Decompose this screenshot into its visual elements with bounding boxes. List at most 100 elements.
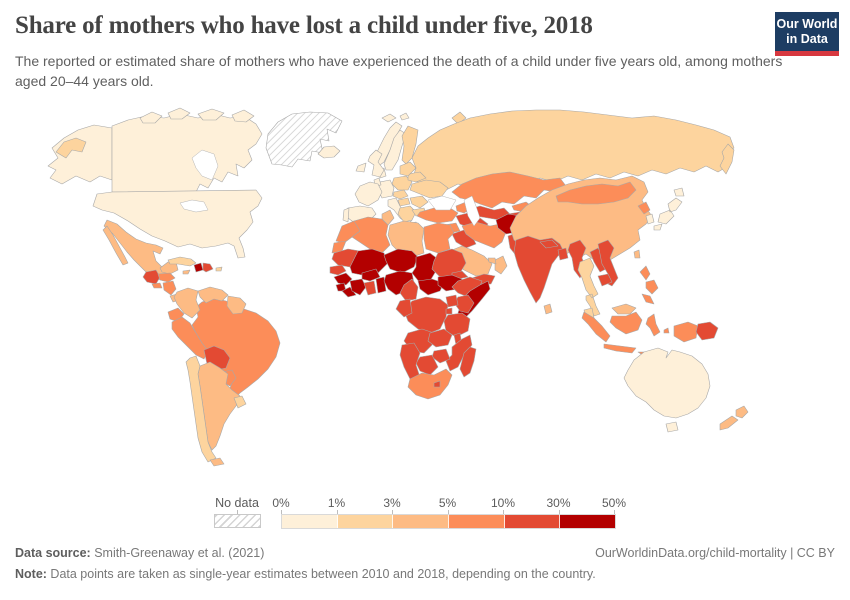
country-indonesia-sumatra[interactable] <box>581 311 611 343</box>
country-madagascar[interactable] <box>459 346 477 378</box>
country-honduras[interactable] <box>157 272 176 283</box>
country-new-zealand-north[interactable] <box>735 405 749 419</box>
legend-segment-5-10[interactable] <box>449 515 505 528</box>
country-bangladesh[interactable] <box>557 247 569 261</box>
country-burkina-faso[interactable] <box>361 268 381 282</box>
country-alaska[interactable] <box>47 124 113 185</box>
country-namibia[interactable] <box>399 342 421 380</box>
country-guinea[interactable] <box>333 272 353 286</box>
country-chile[interactable] <box>185 355 217 463</box>
country-poland[interactable] <box>391 175 413 191</box>
country-kamchatka[interactable] <box>719 143 735 175</box>
country-cameroon[interactable] <box>399 278 419 302</box>
country-uruguay[interactable] <box>233 395 247 409</box>
country-france[interactable] <box>354 181 383 207</box>
country-sri-lanka[interactable] <box>543 303 553 315</box>
country-zambia[interactable] <box>427 328 453 348</box>
legend-segment-1-3[interactable] <box>337 515 394 528</box>
country-venezuela[interactable] <box>197 286 229 304</box>
country-mongolia[interactable] <box>555 181 637 205</box>
country-canada-island-3[interactable] <box>197 108 225 121</box>
country-tunisia[interactable] <box>381 209 395 226</box>
country-romania[interactable] <box>409 195 429 209</box>
country-cote-divoire[interactable] <box>349 278 367 296</box>
country-uk[interactable] <box>367 149 385 178</box>
country-canada-island-2[interactable] <box>167 107 191 120</box>
country-ireland[interactable] <box>355 162 367 173</box>
country-papua-new-guinea[interactable] <box>695 321 719 341</box>
country-canada-island-4[interactable] <box>231 109 255 123</box>
country-oman[interactable] <box>494 255 508 275</box>
legend-segment-3-5[interactable] <box>393 515 450 528</box>
country-hungary-austria[interactable] <box>397 197 411 207</box>
country-south-africa[interactable] <box>407 368 453 400</box>
country-algeria[interactable] <box>351 216 391 254</box>
country-lesotho[interactable] <box>433 380 441 388</box>
country-belarus[interactable] <box>407 171 427 183</box>
country-russia[interactable] <box>411 109 735 191</box>
country-libya[interactable] <box>387 220 425 258</box>
country-chukotka[interactable] <box>55 137 87 159</box>
country-puerto-rico[interactable] <box>215 266 223 272</box>
country-central-african-republic[interactable] <box>417 278 445 296</box>
country-uae-qatar[interactable] <box>487 257 497 265</box>
country-canada[interactable] <box>111 113 263 193</box>
legend-segment-30-50[interactable] <box>560 515 616 528</box>
country-balkans[interactable] <box>397 205 417 223</box>
country-tanzania[interactable] <box>443 312 471 338</box>
country-czech-slovakia[interactable] <box>392 189 409 200</box>
country-senegal[interactable] <box>329 264 347 276</box>
country-tierra-del-fuego[interactable] <box>209 457 225 467</box>
country-rwanda-burundi[interactable] <box>445 307 453 315</box>
country-guyana-suriname[interactable] <box>226 295 247 315</box>
country-congo-gabon[interactable] <box>395 298 413 318</box>
country-thailand[interactable] <box>577 257 601 317</box>
country-japan[interactable] <box>653 187 685 231</box>
country-nepal[interactable] <box>539 239 559 249</box>
country-usa[interactable] <box>92 189 263 259</box>
country-south-korea[interactable] <box>645 213 655 225</box>
country-novaya-zemlya[interactable] <box>451 111 467 125</box>
country-taiwan[interactable] <box>633 249 641 259</box>
country-guatemala[interactable] <box>142 269 161 285</box>
country-australia-tasmania[interactable] <box>665 421 679 433</box>
country-drc[interactable] <box>403 296 449 334</box>
country-mexico-yucatan[interactable] <box>159 261 179 275</box>
country-baltics[interactable] <box>399 161 417 177</box>
country-iceland[interactable] <box>317 145 341 159</box>
country-finland[interactable] <box>401 125 419 165</box>
country-haiti[interactable] <box>193 262 204 273</box>
country-australia[interactable] <box>623 347 711 419</box>
country-egypt[interactable] <box>423 222 455 254</box>
legend-segment-10-30[interactable] <box>504 515 561 528</box>
no-data-swatch[interactable] <box>214 514 261 528</box>
country-uganda[interactable] <box>445 294 459 308</box>
country-indonesia-papua[interactable] <box>673 321 699 343</box>
country-malaysia-borneo[interactable] <box>611 303 637 315</box>
country-portugal[interactable] <box>342 207 350 223</box>
country-indonesia-maluku[interactable] <box>663 327 670 334</box>
country-greenland[interactable] <box>265 111 343 168</box>
country-colombia[interactable] <box>173 287 201 319</box>
country-north-korea[interactable] <box>637 201 651 215</box>
country-ghana[interactable] <box>363 280 377 296</box>
country-mexico-baja[interactable] <box>102 225 129 266</box>
country-cuba[interactable] <box>167 256 197 267</box>
country-nicaragua[interactable] <box>162 280 177 296</box>
country-iran[interactable] <box>461 221 507 249</box>
country-new-zealand-south[interactable] <box>719 415 739 431</box>
country-canada-island-1[interactable] <box>139 111 163 124</box>
country-indonesia-sulawesi[interactable] <box>645 313 661 337</box>
legend-segment-0-1[interactable] <box>282 515 338 528</box>
country-svalbard[interactable] <box>381 112 410 123</box>
owid-logo[interactable]: Our World in Data <box>775 12 839 56</box>
country-dominican-republic[interactable] <box>202 262 214 273</box>
country-indonesia-java[interactable] <box>603 343 637 354</box>
country-vietnam[interactable] <box>597 239 619 287</box>
owid-link[interactable]: OurWorldinData.org/child-mortality | CC … <box>595 546 835 560</box>
country-togo-benin[interactable] <box>375 276 387 294</box>
country-philippines[interactable] <box>639 265 659 305</box>
country-jamaica[interactable] <box>182 269 191 275</box>
country-indonesia-kalimantan[interactable] <box>609 311 643 335</box>
country-liberia[interactable] <box>341 286 357 298</box>
